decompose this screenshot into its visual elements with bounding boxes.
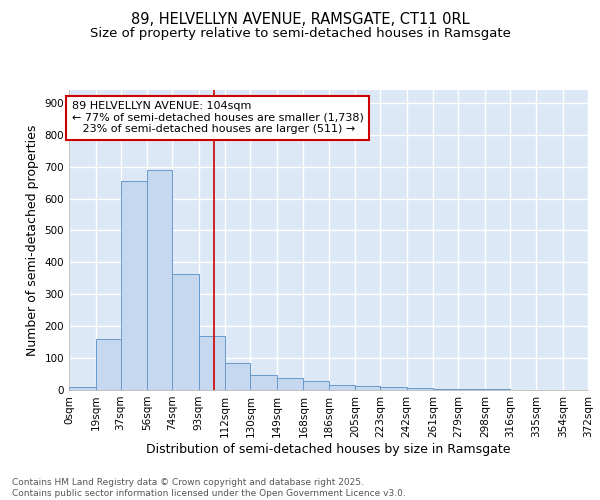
Bar [355,386,380,390]
Bar [304,381,329,390]
Y-axis label: Number of semi-detached properties: Number of semi-detached properties [26,124,39,356]
Text: 89 HELVELLYN AVENUE: 104sqm
← 77% of semi-detached houses are smaller (1,738)
  : 89 HELVELLYN AVENUE: 104sqm ← 77% of sem… [72,101,364,134]
Text: Contains HM Land Registry data © Crown copyright and database right 2025.
Contai: Contains HM Land Registry data © Crown c… [12,478,406,498]
Bar [225,363,250,390]
Bar [172,274,199,390]
Bar [95,339,121,390]
Bar [69,388,95,390]
Bar [380,387,407,390]
Bar [329,385,355,390]
Bar [199,336,225,390]
X-axis label: Distribution of semi-detached houses by size in Ramsgate: Distribution of semi-detached houses by … [146,442,511,456]
Text: 89, HELVELLYN AVENUE, RAMSGATE, CT11 0RL: 89, HELVELLYN AVENUE, RAMSGATE, CT11 0RL [131,12,469,28]
Bar [407,388,433,390]
Bar [250,374,277,390]
Text: Size of property relative to semi-detached houses in Ramsgate: Size of property relative to semi-detach… [89,28,511,40]
Bar [277,378,304,390]
Bar [121,181,147,390]
Bar [458,389,485,390]
Bar [147,170,172,390]
Bar [433,388,458,390]
